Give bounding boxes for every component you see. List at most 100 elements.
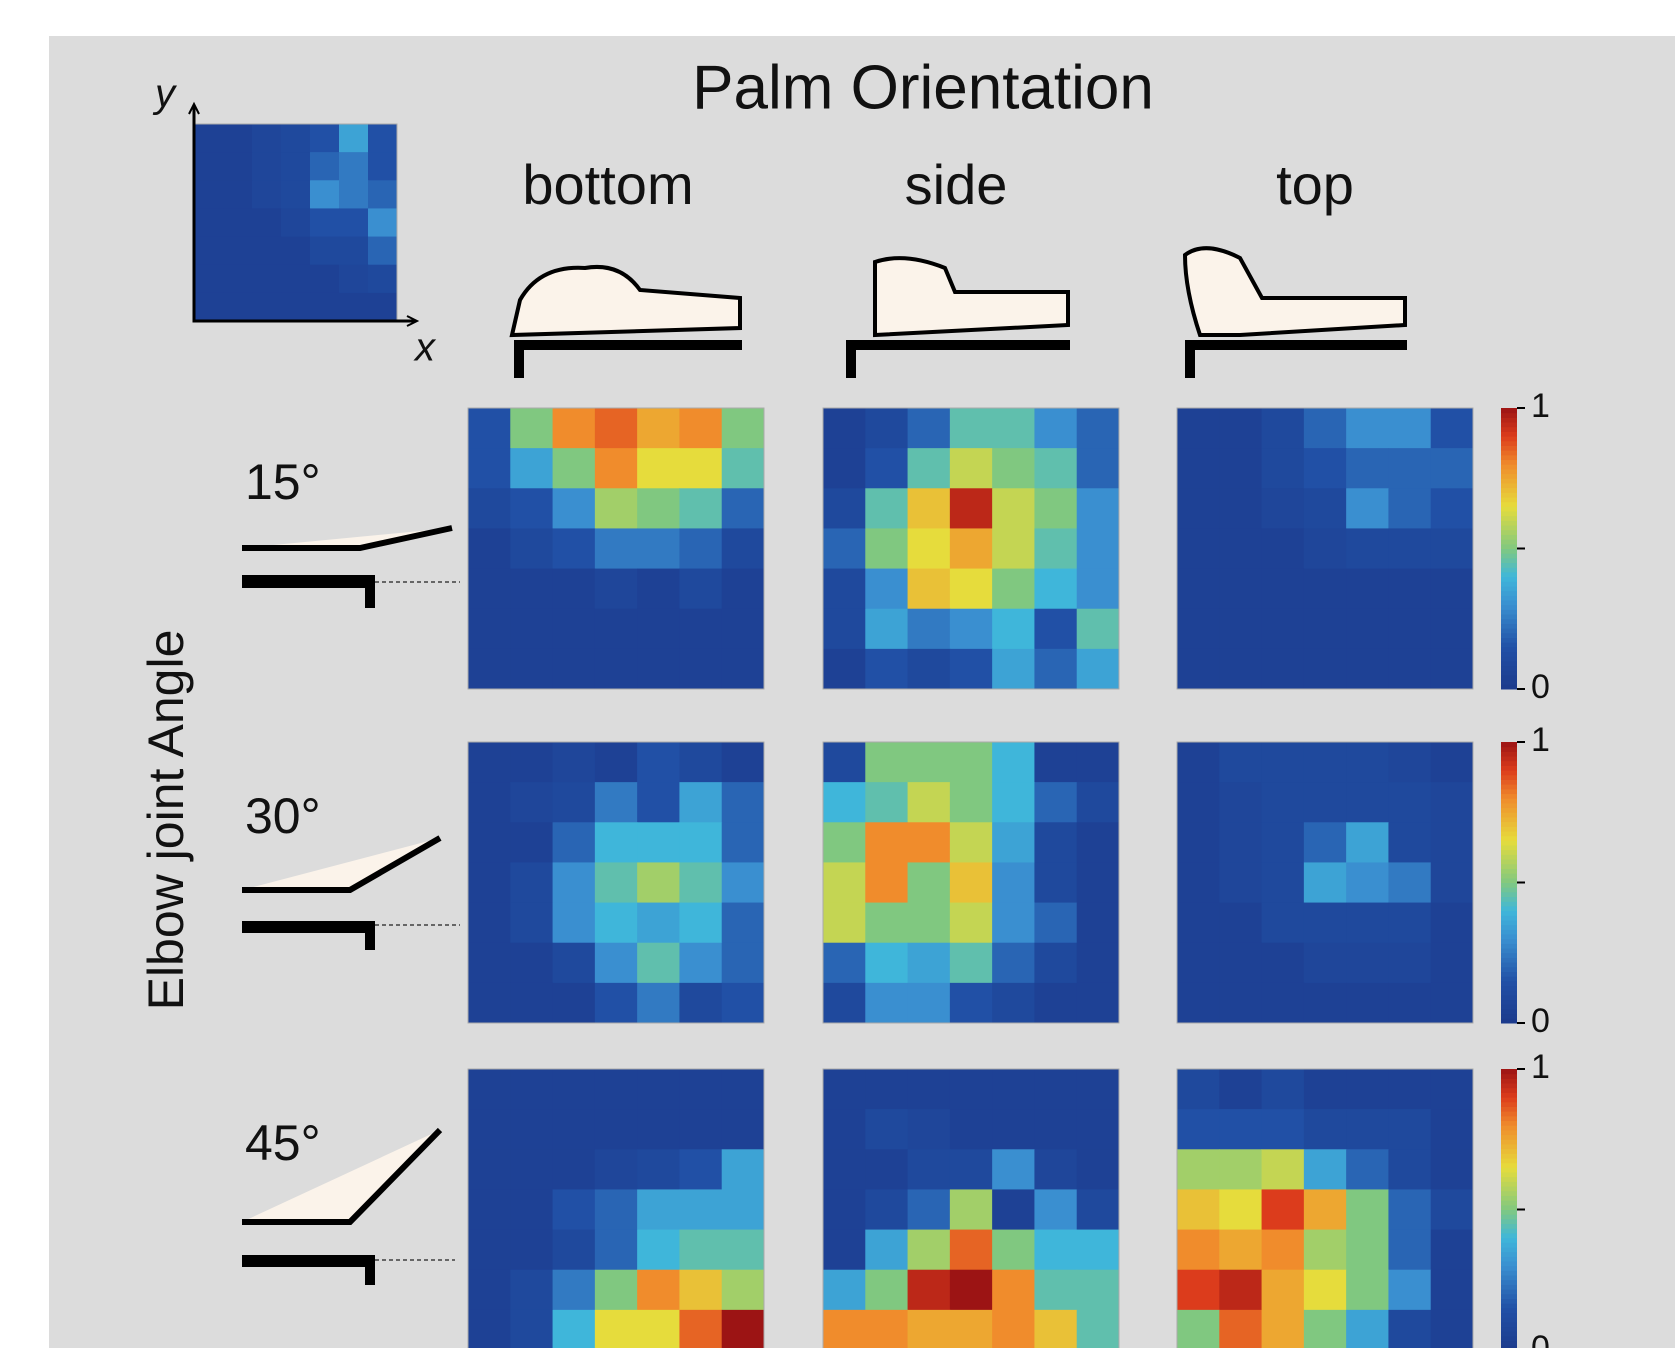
- heatmap-cell: [1262, 1149, 1305, 1190]
- heatmap-cell: [194, 180, 224, 209]
- heatmap-cell: [679, 983, 722, 1024]
- heatmap-cell: [553, 782, 596, 823]
- colorbar-segment: [1501, 1336, 1517, 1341]
- heatmap-cell: [722, 649, 765, 690]
- colorbar-segment: [1501, 897, 1517, 902]
- heatmap-cell: [223, 124, 253, 153]
- heatmap-cell: [223, 152, 253, 181]
- heatmap-cell: [1346, 1270, 1389, 1311]
- heatmap-cell: [722, 903, 765, 944]
- heatmap-cell: [553, 742, 596, 783]
- heatmap-cell: [1034, 1149, 1077, 1190]
- heatmap-cell: [1262, 822, 1305, 863]
- colorbar-segment: [1501, 1004, 1517, 1009]
- colorbar-segment: [1501, 817, 1517, 822]
- heatmap-cell: [637, 569, 680, 610]
- colorbar-segment: [1501, 1294, 1517, 1299]
- heatmap-cell: [1346, 943, 1389, 984]
- heatmap-cell: [637, 782, 680, 823]
- colorbar-segment: [1501, 445, 1517, 450]
- colorbar-segment: [1501, 1298, 1517, 1303]
- heatmap-cell: [510, 1270, 553, 1311]
- heatmap-cell: [679, 1270, 722, 1311]
- heatmap-cell: [1388, 822, 1431, 863]
- colorbar-segment: [1501, 826, 1517, 831]
- heatmap-cell: [865, 1270, 908, 1311]
- heatmap-cell: [468, 649, 511, 690]
- heatmap-cell: [950, 1069, 993, 1110]
- colorbar-segment: [1501, 784, 1517, 789]
- heatmap-cell: [1304, 488, 1347, 529]
- heatmap-cell: [194, 265, 224, 294]
- heatmap-cell: [595, 943, 638, 984]
- heatmap-cell: [1262, 488, 1305, 529]
- heatmap-cell: [1077, 742, 1120, 783]
- heatmap-cell: [595, 1270, 638, 1311]
- colorbar-segment: [1501, 520, 1517, 525]
- heatmap-cell: [1431, 528, 1474, 569]
- colorbar-segment: [1501, 1247, 1517, 1252]
- colorbar-segment: [1501, 502, 1517, 507]
- heatmap-cell: [1034, 903, 1077, 944]
- heatmap-cell: [1346, 1310, 1389, 1348]
- colorbar-segment: [1501, 859, 1517, 864]
- heatmap-cell: [310, 124, 340, 153]
- heatmap-cell: [1431, 822, 1474, 863]
- heatmap-cell: [553, 1310, 596, 1348]
- colorbar-segment: [1501, 1317, 1517, 1322]
- colorbar-segment: [1501, 887, 1517, 892]
- colorbar-segment: [1501, 637, 1517, 642]
- colorbar-segment: [1501, 558, 1517, 563]
- heatmap-cell: [1388, 569, 1431, 610]
- heatmap-cell: [1177, 742, 1220, 783]
- colorbar-segment: [1501, 831, 1517, 836]
- heatmap-cell: [1262, 448, 1305, 489]
- heatmap-cell: [1034, 408, 1077, 449]
- heatmap-cell: [1388, 528, 1431, 569]
- heatmap-cell: [468, 488, 511, 529]
- heatmap-cell: [252, 293, 282, 322]
- heatmap-cell: [1177, 569, 1220, 610]
- heatmap-cell: [595, 408, 638, 449]
- colorbar-segment: [1501, 1266, 1517, 1271]
- heatmap-cell: [468, 528, 511, 569]
- heatmap-cell: [908, 1310, 951, 1348]
- heatmap-cell: [1177, 822, 1220, 863]
- heatmap-cell: [1388, 1270, 1431, 1311]
- heatmap-cell: [992, 742, 1035, 783]
- colorbar-segment: [1501, 1083, 1517, 1088]
- heatmap-cell: [553, 1230, 596, 1271]
- heatmap-cell: [823, 448, 866, 489]
- heatmap-cell: [865, 528, 908, 569]
- heatmap-cell: [1262, 609, 1305, 650]
- colorbar-segment: [1501, 1242, 1517, 1247]
- heatmap-cell: [908, 983, 951, 1024]
- heatmap-cell: [252, 152, 282, 181]
- heatmap-cell: [510, 649, 553, 690]
- heatmap-cell: [553, 569, 596, 610]
- heatmap-cell: [823, 1109, 866, 1150]
- heatmap-cell: [595, 448, 638, 489]
- heatmap-cell: [553, 862, 596, 903]
- heatmap-cell: [1431, 782, 1474, 823]
- heatmap-cell: [553, 448, 596, 489]
- heatmap-cell: [368, 293, 398, 322]
- colorbar-segment: [1501, 1205, 1517, 1210]
- heatmap-cell: [595, 782, 638, 823]
- heatmap-cell: [553, 488, 596, 529]
- colorbar-segment: [1501, 450, 1517, 455]
- heatmap-cell: [992, 488, 1035, 529]
- heatmap-cell: [1077, 488, 1120, 529]
- colorbar-segment: [1501, 506, 1517, 511]
- heatmap-cell: [865, 1069, 908, 1110]
- heatmap-cell: [823, 903, 866, 944]
- heatmap-cell: [1219, 782, 1262, 823]
- heatmap-cell: [368, 124, 398, 153]
- heatmap-cell: [908, 528, 951, 569]
- heatmap-cell: [992, 649, 1035, 690]
- heatmap-cell: [992, 528, 1035, 569]
- heatmap-cell: [1388, 649, 1431, 690]
- colorbar-tick-label: 1: [1531, 387, 1550, 425]
- heatmap-cell: [1262, 1069, 1305, 1110]
- colorbar-segment: [1501, 1280, 1517, 1285]
